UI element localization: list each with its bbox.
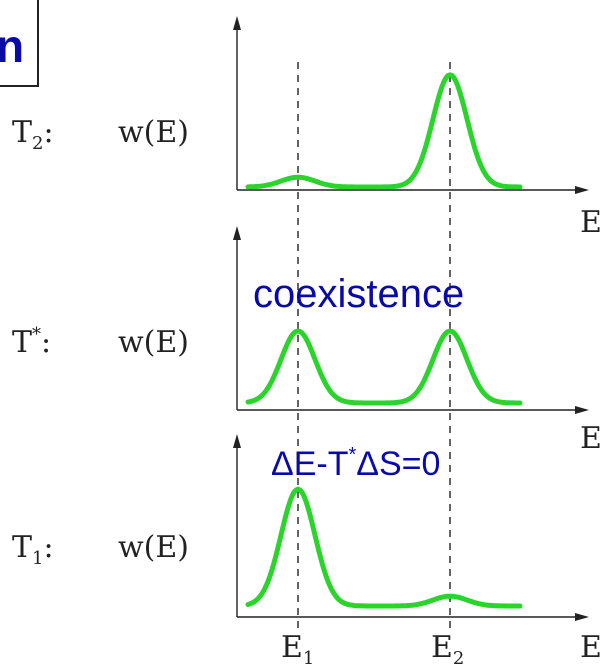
panel-tstar-distribution-curve [245, 328, 523, 406]
panel-t1-y-arrow [233, 434, 241, 448]
corner-label-box: n [0, 0, 39, 87]
panel-tstar-temperature: T*: [12, 324, 51, 360]
panel-t1-distribution-curve [245, 486, 523, 609]
panel-t2: T2: w(E) E [12, 16, 602, 240]
panel-tstar: T*: w(E) E [12, 226, 602, 456]
tick-e2: E2 [431, 630, 464, 665]
panel-t2-x-arrow [575, 186, 589, 194]
coexistence-condition: ΔE-T*ΔS=0 [271, 444, 440, 483]
panel-t1-y-label: w(E) [118, 530, 189, 565]
panel-t2-x-label: E [580, 205, 602, 240]
peak-guide-lines [297, 62, 451, 628]
panel-t2-y-label: w(E) [118, 115, 189, 150]
panel-t2-temperature: T2: [12, 115, 54, 154]
panel-tstar-y-arrow [233, 226, 241, 240]
panel-t1-x-label: E [580, 630, 602, 665]
corner-fragment-text: n [0, 20, 24, 72]
panel-t2-distribution-curve [245, 72, 523, 190]
coexistence-annotation: coexistence [253, 272, 464, 316]
panel-t1-temperature: T1: [12, 530, 54, 569]
panel-tstar-x-label: E [580, 421, 602, 456]
panel-t1-x-arrow [575, 613, 589, 621]
panel-tstar-y-label: w(E) [118, 325, 189, 360]
tick-e1: E1 [281, 630, 314, 665]
panel-t1: T1: w(E) E [12, 434, 602, 665]
panel-tstar-x-arrow [575, 406, 589, 414]
panel-t2-y-arrow [233, 16, 241, 30]
